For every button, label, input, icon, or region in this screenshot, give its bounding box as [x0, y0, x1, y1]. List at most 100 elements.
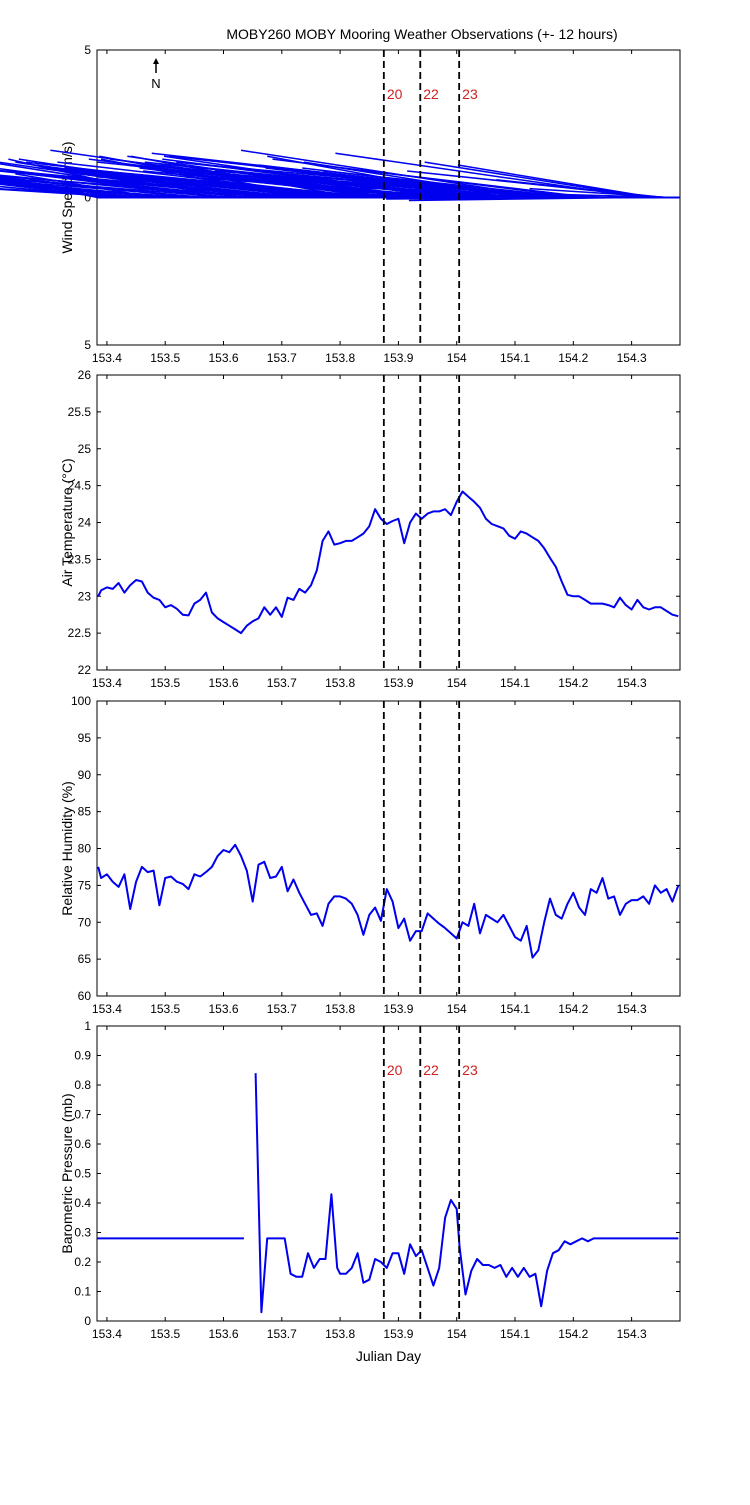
- x-tick-label: 154.1: [500, 676, 530, 690]
- y-tick-label: 0.9: [74, 1049, 91, 1063]
- x-tick-label: 153.7: [267, 1327, 297, 1341]
- x-tick-label: 153.6: [208, 351, 238, 365]
- y-axis-label: Barometric Pressure (mb): [59, 1093, 75, 1253]
- wind-vector: [562, 193, 675, 199]
- x-tick-label: 153.4: [92, 676, 122, 690]
- panel-2: 153.4 153.5 153.6 153.7 153.8 153.9 154 154.1 15…: [59, 368, 681, 690]
- y-tick-label: 5: [84, 43, 91, 57]
- wind-vector: [366, 170, 591, 199]
- x-tick-label: 154.3: [617, 351, 647, 365]
- y-tick-label: 25.5: [68, 405, 92, 419]
- y-tick-label: 24.5: [68, 479, 92, 493]
- wind-vector: [386, 196, 639, 200]
- x-tick-label: 153.9: [383, 1327, 413, 1341]
- y-axis-label: Wind Speed (m/s): [59, 141, 75, 253]
- x-tick-label: 154.2: [558, 1002, 588, 1016]
- y-tick-label: 0: [84, 1314, 91, 1328]
- wind-vector: [0, 183, 145, 199]
- y-tick-label: 23.5: [68, 552, 92, 566]
- y-tick-label: 65: [78, 952, 92, 966]
- y-tick-label: 85: [78, 805, 92, 819]
- y-tick-label: 22.5: [68, 626, 92, 640]
- x-tick-label: 153.5: [150, 351, 180, 365]
- x-tick-label: 154: [447, 676, 467, 690]
- x-tick-label: 153.8: [325, 351, 355, 365]
- x-tick-label: 153.6: [208, 1002, 238, 1016]
- x-tick-label: 154.1: [500, 351, 530, 365]
- y-tick-label: 70: [78, 915, 92, 929]
- y-tick-label: 90: [78, 768, 92, 782]
- time-marker-label: 23: [462, 1062, 478, 1078]
- y-tick-label: 25: [78, 442, 92, 456]
- wind-vector: [0, 177, 229, 199]
- x-tick-label: 153.9: [383, 351, 413, 365]
- y-tick-label: 95: [78, 731, 92, 745]
- wind-vector: [370, 193, 623, 199]
- y-tick-label: 22: [78, 663, 92, 677]
- wind-vector: [0, 188, 130, 199]
- x-axis-label: Julian Day: [356, 1348, 421, 1364]
- wind-vector: [97, 176, 350, 199]
- y-tick-label: 0.7: [74, 1108, 91, 1122]
- x-tick-label: 153.8: [325, 676, 355, 690]
- x-tick-label: 153.7: [267, 676, 297, 690]
- x-tick-label: 153.4: [92, 351, 122, 365]
- x-tick-label: 153.6: [208, 676, 238, 690]
- y-tick-label: 0.3: [74, 1226, 91, 1240]
- wind-vector: [0, 187, 151, 199]
- data-series-line: [97, 843, 680, 959]
- y-tick-label: 0.2: [74, 1255, 91, 1269]
- x-tick-label: 154: [447, 1327, 467, 1341]
- x-tick-label: 153.8: [325, 1002, 355, 1016]
- y-tick-label: 0.6: [74, 1137, 91, 1151]
- x-tick-label: 154.2: [558, 1327, 588, 1341]
- data-series-line: [97, 490, 679, 635]
- panel-1: 153.4 153.5 153.6 153.7 153.8 153.9 154 154.1 15…: [0, 43, 681, 365]
- panel-4: 153.4 153.5 153.6 153.7 153.8 153.9 154 154.1 15…: [59, 1019, 681, 1364]
- y-tick-label: 0.1: [74, 1285, 91, 1299]
- x-tick-label: 153.6: [208, 1327, 238, 1341]
- y-tick-label: 23: [78, 589, 92, 603]
- time-marker-label: 20: [387, 1062, 403, 1078]
- x-tick-label: 153.7: [267, 1002, 297, 1016]
- time-marker-label: 23: [462, 86, 478, 102]
- x-tick-label: 153.5: [150, 1002, 180, 1016]
- x-tick-label: 153.7: [267, 351, 297, 365]
- north-label: N: [151, 76, 160, 91]
- panel-3: 153.4 153.5 153.6 153.7 153.8 153.9 154 154.1 15…: [59, 694, 681, 1016]
- x-tick-label: 153.9: [383, 1002, 413, 1016]
- x-tick-label: 154.2: [558, 351, 588, 365]
- y-tick-label: 60: [78, 989, 92, 1003]
- x-tick-label: 154: [447, 351, 467, 365]
- x-tick-label: 154.3: [617, 1327, 647, 1341]
- x-tick-label: 153.4: [92, 1327, 122, 1341]
- data-series-line: [254, 1073, 679, 1314]
- y-tick-label: 100: [71, 694, 91, 708]
- x-tick-label: 154: [447, 1002, 467, 1016]
- y-tick-label: 0.5: [74, 1167, 91, 1181]
- figure-title: MOBY260 MOBY Mooring Weather Observation…: [226, 26, 617, 42]
- x-tick-label: 153.9: [383, 676, 413, 690]
- panels: 153.4 153.5 153.6 153.7 153.8 153.9 154 154.1 15…: [0, 43, 681, 1364]
- y-tick-label: 1: [84, 1019, 91, 1033]
- time-marker-label: 20: [387, 86, 403, 102]
- wind-vector: [457, 164, 654, 199]
- y-tick-label: 0: [84, 191, 91, 205]
- y-tick-label: 5: [84, 338, 91, 352]
- wind-vector: [118, 173, 371, 199]
- y-tick-label: 75: [78, 878, 92, 892]
- x-tick-label: 153.4: [92, 1002, 122, 1016]
- time-marker-label: 22: [423, 1062, 439, 1078]
- time-marker-label: 22: [423, 86, 439, 102]
- plot-frame: [96, 700, 681, 997]
- y-axis-label: Air Temperature (°C): [59, 458, 75, 586]
- y-tick-label: 24: [78, 516, 92, 530]
- x-tick-label: 154.3: [617, 676, 647, 690]
- x-tick-label: 154.1: [500, 1002, 530, 1016]
- x-tick-label: 153.5: [150, 676, 180, 690]
- wind-vector: [0, 179, 208, 199]
- y-tick-label: 0.4: [74, 1196, 91, 1210]
- x-tick-label: 154.2: [558, 676, 588, 690]
